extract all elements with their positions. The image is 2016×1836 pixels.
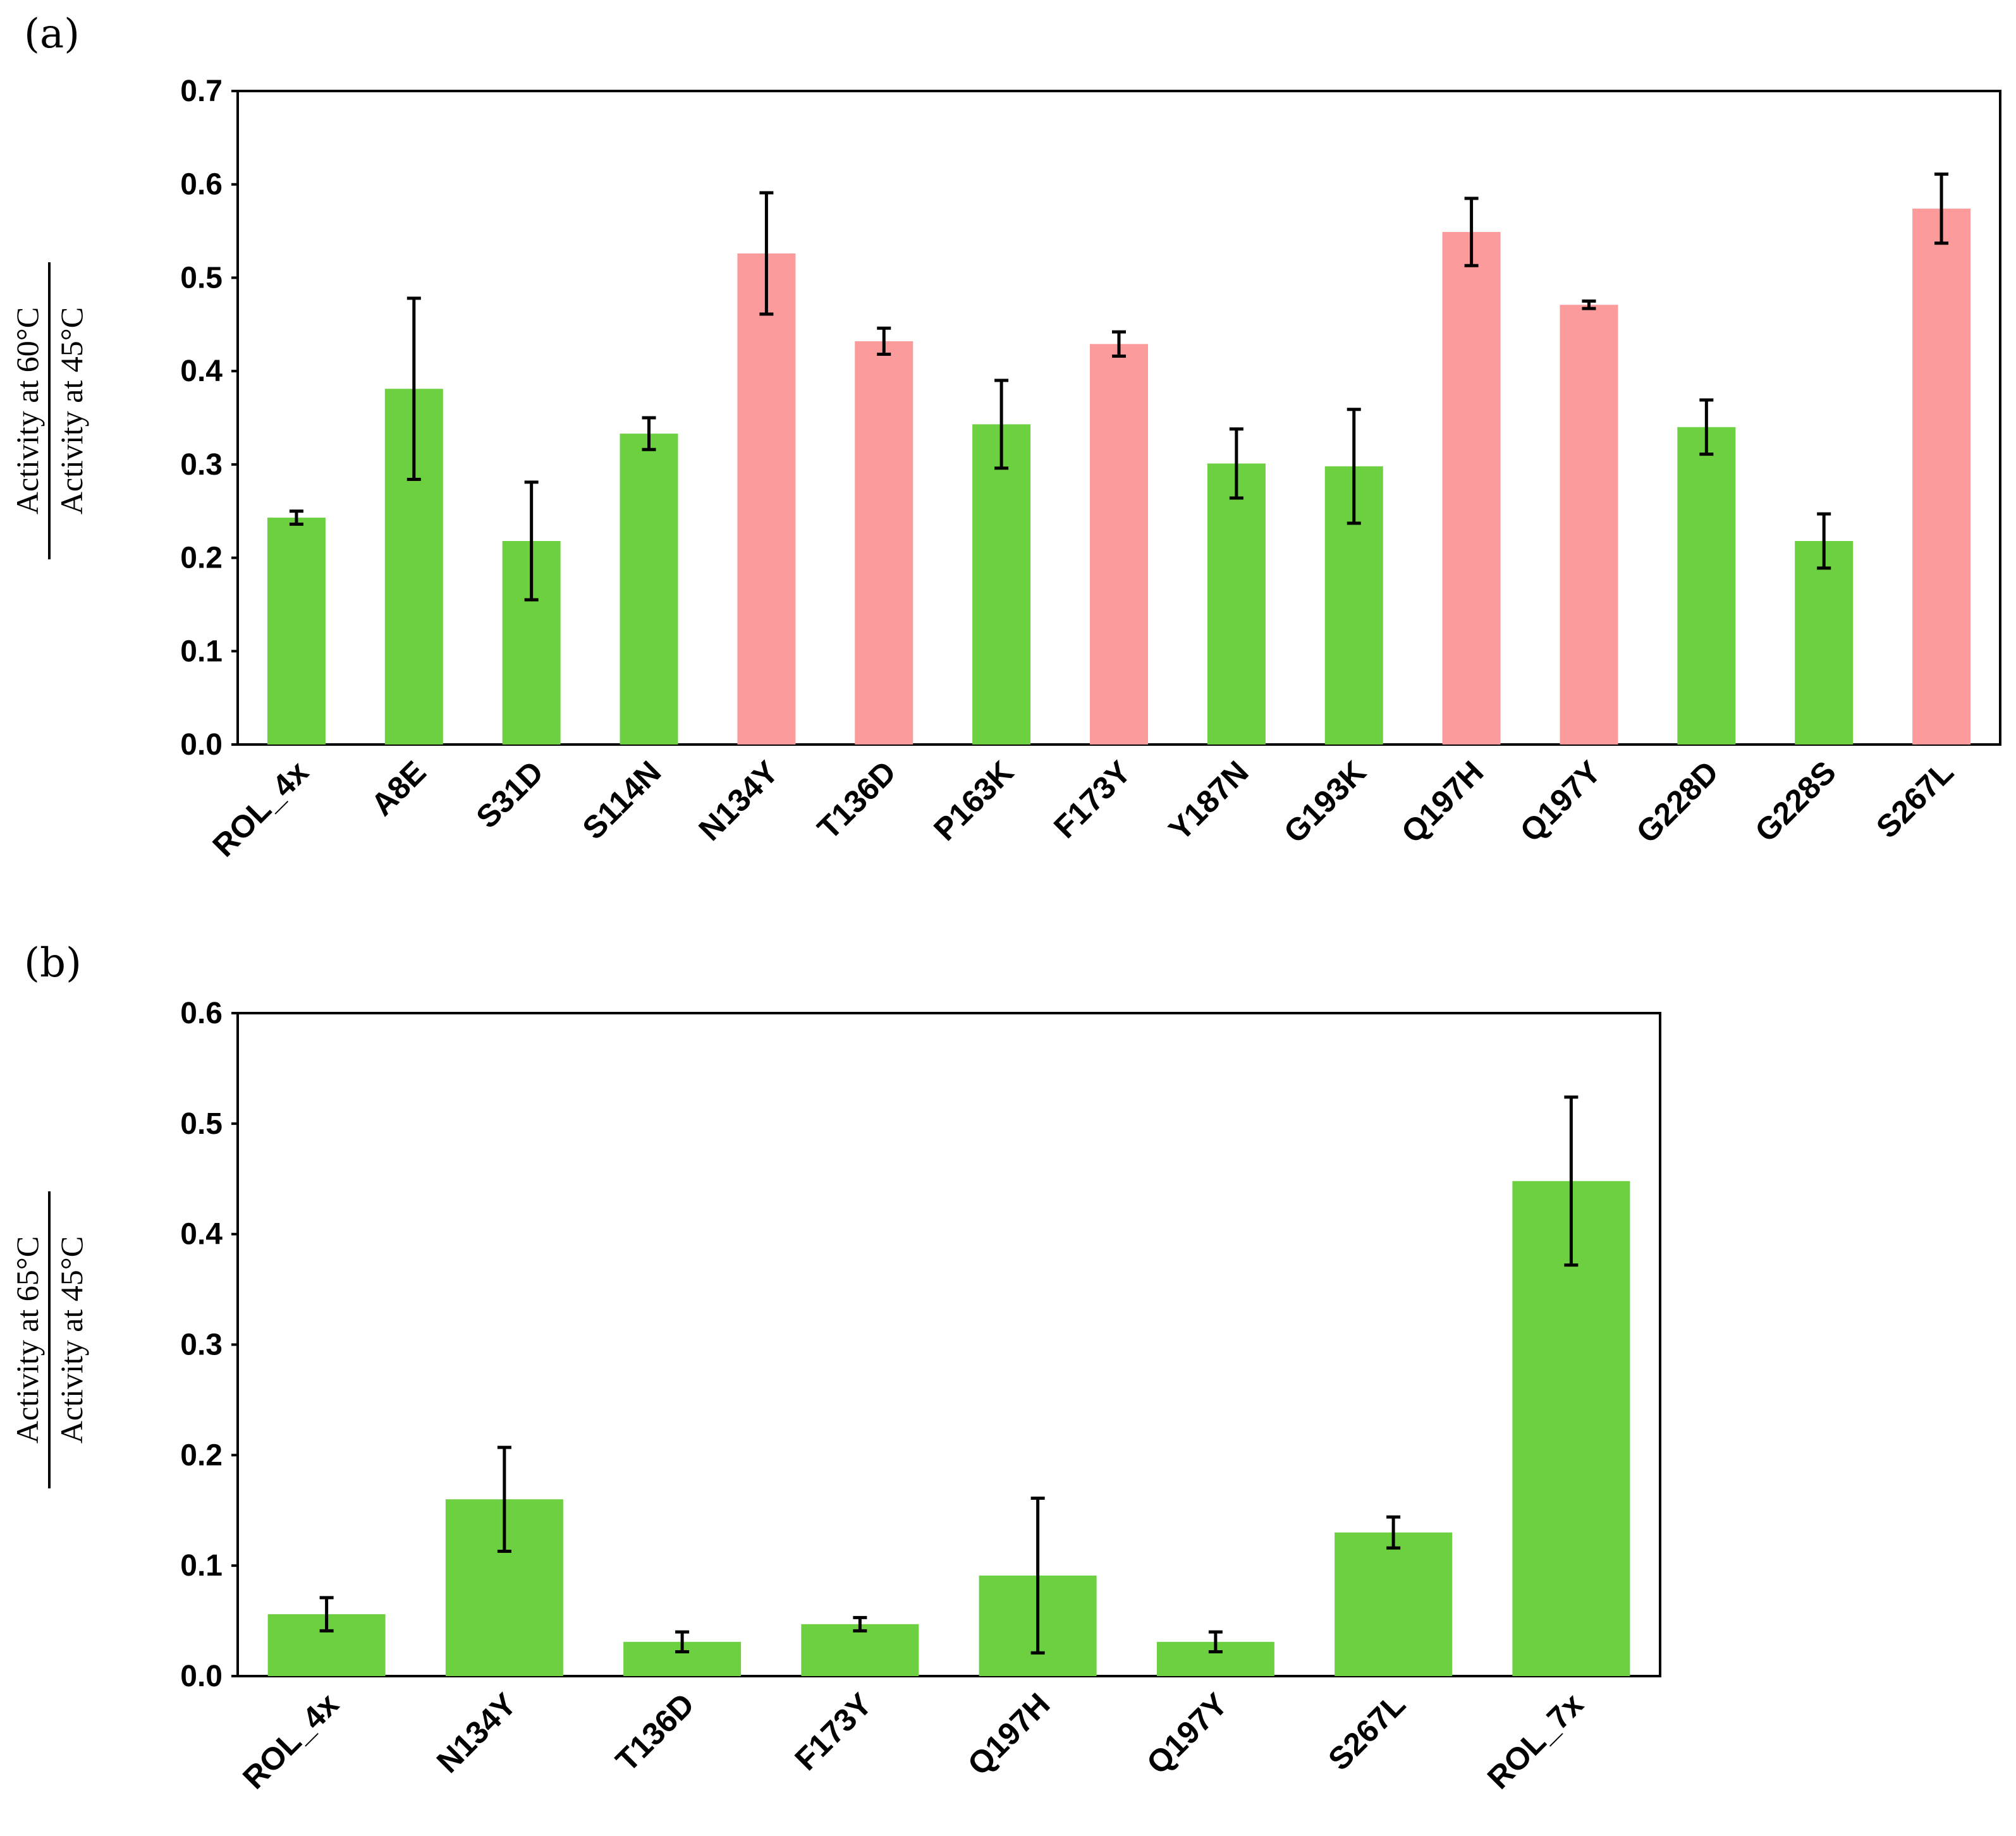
- panel-a-category-label: G228S: [1748, 754, 1843, 849]
- panel-a-error-bar-q197y: [1582, 299, 1596, 310]
- panel-b-error-bar-t136d: [675, 1630, 690, 1654]
- panel-a-bar-q197h: [1442, 232, 1501, 745]
- panel-a-error-bar-q197h: [1464, 197, 1479, 267]
- panel-b-error-bar-s267l: [1386, 1515, 1401, 1550]
- panel-a-error-bar-g228d: [1699, 398, 1714, 456]
- panel-a-category-label: Q197Y: [1513, 754, 1608, 849]
- panel-a-category-label: T136D: [810, 754, 903, 846]
- panel-a-error-bars: [289, 172, 1949, 602]
- panel-a-category-labels: ROL_4x A8E S31D S114N N134Y T136D P163K F173Y Y1…: [205, 754, 1960, 863]
- panel-b-error-bars: [319, 1095, 1579, 1655]
- panel-a-bar-q197y: [1560, 305, 1618, 745]
- panel-a-category-label: S114N: [576, 754, 668, 846]
- panel-a-error-bar-n134y: [759, 191, 774, 316]
- panel-a-ytick-label: 0.0: [180, 728, 223, 762]
- panel-a-y-ticks: 0.0 0.1 0.2 0.3 0.4 0.5 0.6 0.7: [180, 75, 238, 762]
- panel-a-error-bar-s267l: [1934, 172, 1949, 245]
- panel-b-category-label: F173Y: [788, 1686, 879, 1777]
- panel-a-category-label: S267L: [1869, 754, 1960, 845]
- panel-a-bar-g228d: [1677, 427, 1736, 745]
- panel-b-category-label: T136D: [609, 1686, 701, 1778]
- panel-a-ytick-label: 0.3: [180, 448, 223, 482]
- panel-a-error-bar-s114n: [642, 416, 656, 451]
- panel-b-error-bar-f173y: [853, 1615, 867, 1632]
- panel-a-ylabel-numerator: Activity at 60°C: [9, 307, 45, 514]
- panel-a-bar-t136d: [855, 341, 913, 745]
- panel-b-ytick-label: 0.3: [180, 1328, 223, 1362]
- panel-b-ytick-label: 0.2: [180, 1438, 223, 1472]
- panel-a-category-label: G193K: [1277, 754, 1373, 850]
- panel-a-ytick-label: 0.6: [180, 168, 223, 202]
- panel-b-ytick-label: 0.0: [180, 1660, 223, 1693]
- panel-a-bar-s267l: [1912, 209, 1971, 745]
- panel-a-ylabel-denominator: Activity at 45°C: [54, 307, 89, 514]
- panel-b-error-bar-q197h: [1030, 1497, 1045, 1655]
- panel-b-ylabel-denominator: Activity at 45°C: [54, 1236, 89, 1444]
- panel-a-category-label: Y187N: [1162, 754, 1255, 848]
- panel-a-category-label: P163K: [927, 754, 1020, 848]
- panel-b-category-labels: ROL_4x N134Y T136D F173Y Q197H Q197Y S267L ROL_…: [236, 1686, 1590, 1796]
- panel-b-label: (b): [24, 940, 82, 987]
- panel-a: (a) Activity at 60°C Activity at 45°C 0.…: [9, 11, 2001, 863]
- panel-a-ytick-label: 0.2: [180, 542, 223, 575]
- panel-a-bar-p163k: [972, 424, 1031, 745]
- panel-b-error-bar-rol_7x: [1564, 1095, 1579, 1267]
- panel-b-ytick-label: 0.4: [180, 1218, 223, 1251]
- panel-a-ytick-label: 0.5: [180, 261, 223, 295]
- panel-b-category-label: N134Y: [430, 1686, 523, 1780]
- panel-b-y-axis-label: Activity at 65°C Activity at 45°C: [9, 1191, 89, 1488]
- panel-a-category-label: S31D: [469, 754, 550, 835]
- panel-a-category-label: A8E: [364, 754, 432, 822]
- panel-a-bar-rol_4x: [267, 518, 326, 745]
- panel-b-error-bar-rol_4x: [319, 1596, 334, 1632]
- panel-a-error-bar-a8e: [406, 296, 421, 481]
- panel-b-error-bar-n134y: [497, 1445, 511, 1553]
- panel-a-bars: [267, 209, 1971, 745]
- panel-a-ytick-label: 0.7: [180, 75, 223, 108]
- panel-b-category-label: Q197Y: [1140, 1686, 1235, 1781]
- panel-a-error-bar-g193k: [1347, 408, 1361, 525]
- panel-a-error-bar-t136d: [877, 326, 891, 356]
- panel-a-category-label: N134Y: [692, 754, 785, 848]
- panel-b-ytick-label: 0.5: [180, 1107, 223, 1141]
- panel-b-category-label: ROL_4x: [236, 1686, 345, 1796]
- panel-a-category-label: F173Y: [1047, 754, 1138, 845]
- panel-a-ytick-label: 0.4: [180, 355, 223, 388]
- panel-b-category-label: ROL_7x: [1481, 1686, 1590, 1796]
- panel-a-bar-y187n: [1207, 463, 1266, 745]
- panel-b: (b) Activity at 65°C Activity at 45°C 0.…: [9, 940, 1661, 1796]
- panel-b-bar-s267l: [1335, 1532, 1453, 1676]
- panel-a-error-bar-y187n: [1229, 427, 1243, 500]
- panel-a-category-label: Q197H: [1395, 754, 1491, 850]
- panel-b-y-ticks: 0.0 0.1 0.2 0.3 0.4 0.5 0.6: [180, 997, 238, 1693]
- panel-a-ytick-label: 0.1: [180, 635, 223, 668]
- panel-a-bar-g228s: [1795, 540, 1854, 745]
- panel-b-ytick-label: 0.6: [180, 997, 223, 1030]
- panel-b-ylabel-numerator: Activity at 65°C: [9, 1236, 45, 1444]
- panel-a-bar-n134y: [737, 253, 796, 745]
- panel-b-category-label: S267L: [1321, 1686, 1412, 1777]
- panel-a-bar-f173y: [1090, 344, 1148, 745]
- panel-a-label: (a): [24, 11, 80, 58]
- panel-a-error-bar-p163k: [994, 379, 1009, 470]
- panel-a-error-bar-f173y: [1112, 330, 1126, 358]
- panel-a-error-bar-g228s: [1817, 512, 1831, 570]
- panel-a-error-bar-rol_4x: [289, 509, 303, 526]
- panel-b-error-bar-q197y: [1208, 1630, 1223, 1654]
- panel-b-category-label: Q197H: [961, 1686, 1057, 1782]
- panel-a-y-axis-label: Activity at 60°C Activity at 45°C: [9, 262, 89, 559]
- panel-a-error-bar-s31d: [524, 480, 539, 602]
- panel-a-category-label: G228D: [1629, 754, 1725, 850]
- panel-a-category-label: ROL_4x: [205, 754, 315, 863]
- panel-b-ytick-label: 0.1: [180, 1549, 223, 1583]
- panel-b-bars: [267, 1181, 1630, 1676]
- panel-a-bar-s114n: [620, 434, 678, 745]
- panel-b-bar-f173y: [801, 1624, 919, 1676]
